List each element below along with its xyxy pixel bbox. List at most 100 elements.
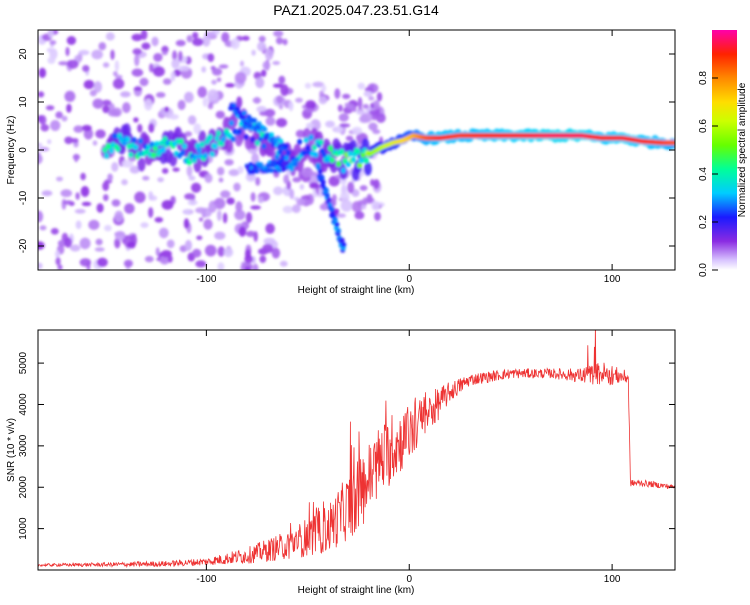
spectrogram-noise-cell (257, 41, 267, 52)
spectrogram-noise-cell (95, 129, 106, 139)
spectrogram-noise-cell (39, 225, 47, 231)
spectrogram-noise-cell (252, 263, 259, 270)
spectrogram-branch-cell (278, 138, 284, 144)
spectrogram-noise-cell (347, 181, 355, 194)
spectrogram-noise-cell (103, 194, 109, 202)
spectrogram-noise-cell (88, 219, 100, 230)
spectrogram-noise-cell (171, 58, 180, 69)
spectrogram-noise-cell (107, 173, 113, 182)
spectrogram-noise-cell (186, 165, 193, 177)
spectrogram-noise-cell (92, 140, 98, 146)
y-tick-label: 0 (18, 147, 29, 153)
spectrogram-branch-cell (341, 242, 347, 248)
spectrogram-core-cell (311, 144, 317, 151)
spectrogram-noise-cell (338, 113, 349, 122)
spectrogram-core-cell (313, 151, 319, 158)
spectrogram-core-cell (180, 149, 186, 156)
spectrogram-branch-cell (262, 126, 268, 132)
spectrogram-branch-cell (332, 217, 338, 222)
spectrogram-noise-cell (184, 131, 193, 137)
spectrogram-noise-cell (372, 129, 381, 135)
spectrogram-noise-cell (39, 115, 47, 125)
spectrogram-noise-cell (255, 177, 261, 186)
spectrogram-branch-cell (240, 114, 246, 120)
spectrogram-noise-cell (61, 115, 68, 122)
spectrogram-core-cell (303, 137, 309, 144)
spectrogram-y-ticks: -20 -10 0 10 20 (18, 48, 675, 253)
spectrogram-noise-cell (81, 201, 92, 207)
colorbar-label: Normalized spectral amplitude (737, 82, 748, 217)
spectrogram-noise-cell (168, 114, 179, 120)
spectrogram-noise-cell (164, 106, 169, 113)
spectrogram-noise-cell (238, 226, 247, 237)
spectrogram-noise-cell (55, 257, 61, 266)
spectrogram-noise-cell (122, 102, 131, 114)
spectrogram-core-cell (214, 135, 220, 142)
y-tick-label: 20 (18, 48, 29, 60)
spectrogram-noise-cell (282, 38, 288, 46)
spectrogram-noise-cell (102, 62, 110, 68)
spectrogram-branch-cell (326, 197, 332, 203)
spectrogram-noise-cell (66, 36, 77, 45)
spectrogram-noise-cell (309, 182, 319, 189)
spectrogram-noise-cell (259, 255, 267, 263)
spectrogram-noise-cell (38, 67, 47, 78)
spectrogram-noise-cell (140, 30, 148, 40)
spectrogram-core-cell (115, 145, 121, 152)
spectrogram-noise-cell (121, 179, 128, 186)
spectrogram-noise-cell (354, 211, 365, 220)
spectrogram-noise-cell (38, 91, 45, 98)
spectrogram-heatmap (38, 30, 675, 270)
spectrogram-noise-cell (124, 203, 135, 214)
spectrogram-noise-cell (218, 177, 224, 183)
spectrogram-noise-cell (357, 82, 365, 90)
spectrogram-noise-cell (132, 48, 142, 55)
spectrogram-core-cell (350, 156, 356, 163)
spectrogram-noise-cell (303, 108, 315, 113)
spectrogram-noise-cell (114, 237, 121, 249)
spectrogram-noise-cell (192, 38, 204, 46)
y-tick-label: 10 (18, 96, 29, 108)
snr-y-ticks: 1000 2000 3000 4000 5000 (18, 352, 675, 540)
spectrogram-core-cell (151, 152, 157, 159)
spectrogram-core-cell (159, 140, 165, 147)
spectrogram-noise-cell (112, 78, 125, 90)
spectrogram-core-cell (250, 136, 256, 143)
spectrogram-noise-cell (48, 30, 54, 39)
snr-series-line (38, 330, 675, 569)
spectrogram-noise-cell (191, 182, 202, 193)
spectrogram-noise-cell (251, 49, 256, 56)
spectrogram-y-label: Frequency (Hz) (6, 116, 17, 185)
spectrogram-noise-cell (57, 264, 63, 270)
spectrogram-noise-cell (230, 38, 240, 50)
spectrogram-branch-cell (269, 168, 275, 174)
y-tick-label: 5000 (18, 352, 29, 375)
spectrogram-noise-cell (104, 224, 112, 232)
spectrogram-noise-cell (65, 46, 70, 57)
spectrogram-noise-cell (175, 39, 186, 47)
spectrogram-noise-cell (296, 198, 306, 206)
spectrogram-noise-cell (152, 66, 165, 77)
spectrogram-noise-cell (304, 82, 312, 89)
spectrogram-noise-cell (110, 49, 115, 60)
spectrogram-noise-cell (131, 33, 143, 42)
spectrogram-noise-cell (144, 98, 153, 111)
spectrogram-noise-cell (192, 248, 202, 258)
spectrogram-noise-cell (114, 60, 120, 72)
spectrogram-noise-cell (371, 200, 380, 211)
spectrogram-noise-cell (148, 207, 154, 218)
spectrogram-noise-cell (55, 250, 60, 258)
spectrogram-noise-cell (211, 79, 217, 85)
spectrogram-noise-cell (257, 196, 264, 204)
spectrogram-noise-cell (195, 260, 207, 268)
spectrogram-noise-cell (204, 244, 217, 257)
spectrogram-core-cell (321, 152, 327, 158)
spectrogram-noise-cell (295, 97, 303, 103)
spectrogram-noise-cell (295, 129, 306, 138)
x-tick-label: -100 (196, 274, 216, 285)
y-tick-label: -10 (18, 190, 29, 205)
spectrogram-core-cell (228, 120, 235, 127)
spectrogram-noise-cell (235, 201, 243, 213)
spectrogram-noise-cell (245, 172, 257, 182)
spectrogram-noise-cell (236, 96, 243, 109)
